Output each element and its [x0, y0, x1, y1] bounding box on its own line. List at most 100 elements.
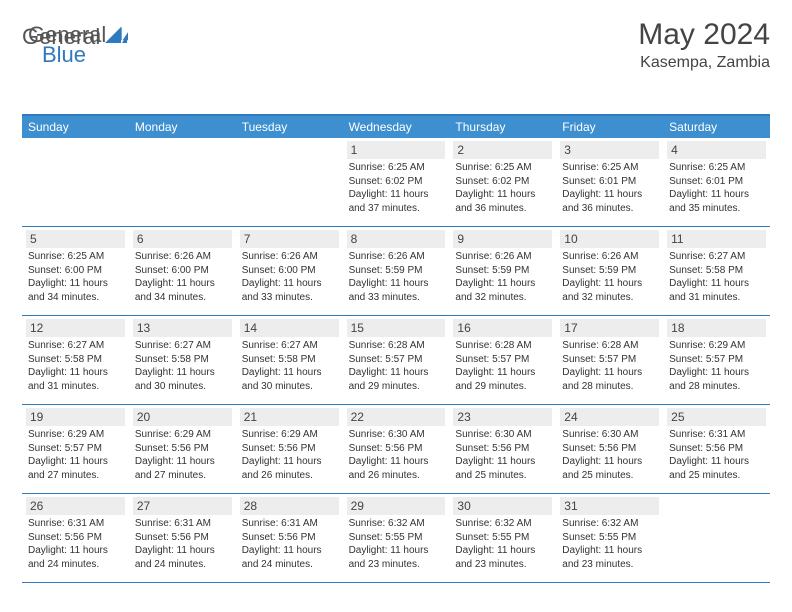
day-info: Sunrise: 6:26 AMSunset: 5:59 PMDaylight:… — [560, 250, 659, 304]
logo-sail-icon — [109, 24, 129, 47]
week-row: 26 Sunrise: 6:31 AMSunset: 5:56 PMDayligh… — [22, 494, 770, 583]
day-info: Sunrise: 6:27 AMSunset: 5:58 PMDaylight:… — [133, 339, 232, 393]
day-number: 30 — [453, 497, 552, 515]
weekday-header: Tuesday — [236, 116, 343, 138]
day-cell: 28 Sunrise: 6:31 AMSunset: 5:56 PMDayligh… — [236, 494, 343, 582]
calendar-page: General May 2024 Kasempa, Zambia General — [0, 0, 792, 593]
day-cell: . — [129, 138, 236, 226]
day-cell: 29Sunrise: 6:32 AMSunset: 5:55 PMDayligh… — [343, 494, 450, 582]
day-info: Sunrise: 6:30 AMSunset: 5:56 PMDaylight:… — [347, 428, 446, 482]
day-number: 1 — [347, 141, 446, 159]
day-info: Sunrise: 6:31 AMSunset: 5:56 PMDaylight:… — [26, 517, 125, 571]
day-cell: . — [22, 138, 129, 226]
day-number: 24 — [560, 408, 659, 426]
day-info: Sunrise: 6:29 AMSunset: 5:56 PMDaylight:… — [240, 428, 339, 482]
day-cell: 1 Sunrise: 6:25 AMSunset: 6:02 PMDaylight… — [343, 138, 450, 226]
week-row: ...1Sunrise: 6:25 AMSunset: 6:02 PMDayli… — [22, 138, 770, 227]
day-cell: 27Sunrise: 6:31 AMSunset: 5:56 PMDayligh… — [129, 494, 236, 582]
day-number: 21 — [240, 408, 339, 426]
day-number: 5 — [26, 230, 125, 248]
day-number: 6 — [133, 230, 232, 248]
day-cell: 12 Sunrise: 6:27 AMSunset: 5:58 PMDayligh… — [22, 316, 129, 404]
day-cell: 17 Sunrise: 6:28 AMSunset: 5:57 PMDayligh… — [556, 316, 663, 404]
day-cell: 16 Sunrise: 6:28 AMSunset: 5:57 PMDayligh… — [449, 316, 556, 404]
day-info: Sunrise: 6:25 AMSunset: 6:01 PMDaylight:… — [667, 161, 766, 215]
logo-word2: Blue — [42, 42, 86, 67]
day-cell: 20 Sunrise: 6:29 AMSunset: 5:56 PMDayligh… — [129, 405, 236, 493]
day-cell: 19 Sunrise: 6:29 AMSunset: 5:57 PMDayligh… — [22, 405, 129, 493]
day-cell: 13 Sunrise: 6:27 AMSunset: 5:58 PMDayligh… — [129, 316, 236, 404]
day-number: 20 — [133, 408, 232, 426]
day-cell: 9Sunrise: 6:26 AMSunset: 5:59 PMDaylight… — [449, 227, 556, 315]
day-info: Sunrise: 6:29 AMSunset: 5:57 PMDaylight:… — [26, 428, 125, 482]
weekday-header-row: SundayMondayTuesdayWednesdayThursdayFrid… — [22, 116, 770, 138]
day-number: 3 — [560, 141, 659, 159]
day-info: Sunrise: 6:25 AMSunset: 6:02 PMDaylight:… — [453, 161, 552, 215]
day-info: Sunrise: 6:28 AMSunset: 5:57 PMDaylight:… — [453, 339, 552, 393]
day-cell: 3 Sunrise: 6:25 AMSunset: 6:01 PMDaylight… — [556, 138, 663, 226]
day-cell: 15Sunrise: 6:28 AMSunset: 5:57 PMDayligh… — [343, 316, 450, 404]
week-row: 12 Sunrise: 6:27 AMSunset: 5:58 PMDayligh… — [22, 316, 770, 405]
day-info: Sunrise: 6:32 AMSunset: 5:55 PMDaylight:… — [560, 517, 659, 571]
day-cell: 24 Sunrise: 6:30 AMSunset: 5:56 PMDayligh… — [556, 405, 663, 493]
day-cell: 23Sunrise: 6:30 AMSunset: 5:56 PMDayligh… — [449, 405, 556, 493]
logo-word2-row: Blue — [42, 42, 86, 68]
day-cell: 8 Sunrise: 6:26 AMSunset: 5:59 PMDaylight… — [343, 227, 450, 315]
day-number: 10 — [560, 230, 659, 248]
day-cell: 26 Sunrise: 6:31 AMSunset: 5:56 PMDayligh… — [22, 494, 129, 582]
day-info: Sunrise: 6:29 AMSunset: 5:56 PMDaylight:… — [133, 428, 232, 482]
calendar: SundayMondayTuesdayWednesdayThursdayFrid… — [22, 114, 770, 583]
day-cell: 30 Sunrise: 6:32 AMSunset: 5:55 PMDayligh… — [449, 494, 556, 582]
day-number: 11 — [667, 230, 766, 248]
day-cell: 7Sunrise: 6:26 AMSunset: 6:00 PMDaylight… — [236, 227, 343, 315]
day-number: 8 — [347, 230, 446, 248]
day-info: Sunrise: 6:27 AMSunset: 5:58 PMDaylight:… — [26, 339, 125, 393]
day-cell: . — [663, 494, 770, 582]
day-info: Sunrise: 6:31 AMSunset: 5:56 PMDaylight:… — [240, 517, 339, 571]
day-info: Sunrise: 6:25 AMSunset: 6:02 PMDaylight:… — [347, 161, 446, 215]
day-cell: 18 Sunrise: 6:29 AMSunset: 5:57 PMDayligh… — [663, 316, 770, 404]
week-row: 19 Sunrise: 6:29 AMSunset: 5:57 PMDayligh… — [22, 405, 770, 494]
day-info: Sunrise: 6:25 AMSunset: 6:01 PMDaylight:… — [560, 161, 659, 215]
day-cell: 6 Sunrise: 6:26 AMSunset: 6:00 PMDaylight… — [129, 227, 236, 315]
day-cell: 14Sunrise: 6:27 AMSunset: 5:58 PMDayligh… — [236, 316, 343, 404]
day-number: 16 — [453, 319, 552, 337]
day-number: 31 — [560, 497, 659, 515]
day-cell: 2 Sunrise: 6:25 AMSunset: 6:02 PMDaylight… — [449, 138, 556, 226]
day-number: 28 — [240, 497, 339, 515]
day-info: Sunrise: 6:26 AMSunset: 5:59 PMDaylight:… — [347, 250, 446, 304]
day-number: 23 — [453, 408, 552, 426]
day-cell: 4 Sunrise: 6:25 AMSunset: 6:01 PMDaylight… — [663, 138, 770, 226]
day-info: Sunrise: 6:29 AMSunset: 5:57 PMDaylight:… — [667, 339, 766, 393]
page-header: General May 2024 Kasempa, Zambia — [22, 18, 770, 72]
day-cell: 10 Sunrise: 6:26 AMSunset: 5:59 PMDayligh… — [556, 227, 663, 315]
day-number: 18 — [667, 319, 766, 337]
day-number: 7 — [240, 230, 339, 248]
day-number: 12 — [26, 319, 125, 337]
day-number: 29 — [347, 497, 446, 515]
day-cell: 31 Sunrise: 6:32 AMSunset: 5:55 PMDayligh… — [556, 494, 663, 582]
day-info: Sunrise: 6:26 AMSunset: 6:00 PMDaylight:… — [133, 250, 232, 304]
weekday-header: Sunday — [22, 116, 129, 138]
title-block: May 2024 Kasempa, Zambia — [638, 18, 770, 72]
day-number: 19 — [26, 408, 125, 426]
weekday-header: Friday — [556, 116, 663, 138]
day-number: 2 — [453, 141, 552, 159]
day-number: 26 — [26, 497, 125, 515]
day-info: Sunrise: 6:30 AMSunset: 5:56 PMDaylight:… — [560, 428, 659, 482]
day-number: 25 — [667, 408, 766, 426]
day-cell: 21 Sunrise: 6:29 AMSunset: 5:56 PMDayligh… — [236, 405, 343, 493]
day-cell: 25Sunrise: 6:31 AMSunset: 5:56 PMDayligh… — [663, 405, 770, 493]
weekday-header: Thursday — [449, 116, 556, 138]
day-number: 4 — [667, 141, 766, 159]
week-row: 5Sunrise: 6:25 AMSunset: 6:00 PMDaylight… — [22, 227, 770, 316]
weekday-header: Monday — [129, 116, 236, 138]
day-number: 13 — [133, 319, 232, 337]
day-number: 22 — [347, 408, 446, 426]
location-label: Kasempa, Zambia — [638, 54, 770, 72]
weekday-header: Saturday — [663, 116, 770, 138]
day-number: 9 — [453, 230, 552, 248]
day-number: 17 — [560, 319, 659, 337]
day-info: Sunrise: 6:32 AMSunset: 5:55 PMDaylight:… — [453, 517, 552, 571]
day-info: Sunrise: 6:28 AMSunset: 5:57 PMDaylight:… — [560, 339, 659, 393]
